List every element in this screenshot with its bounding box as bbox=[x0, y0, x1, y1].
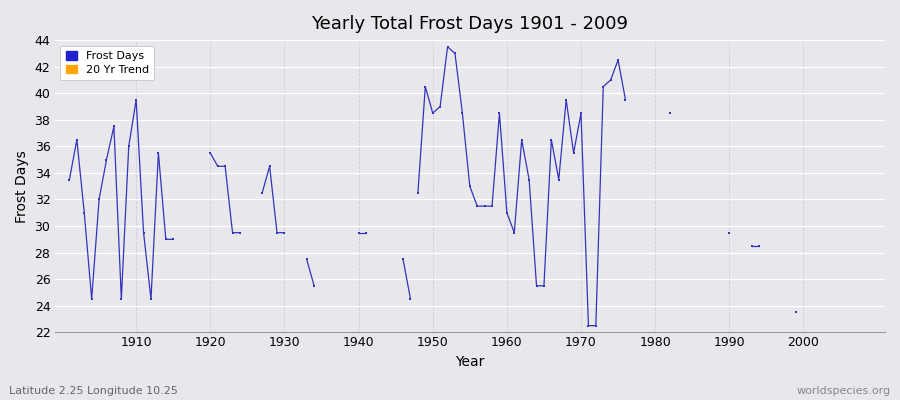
X-axis label: Year: Year bbox=[455, 355, 484, 369]
Legend: Frost Days, 20 Yr Trend: Frost Days, 20 Yr Trend bbox=[60, 46, 155, 80]
Text: worldspecies.org: worldspecies.org bbox=[796, 386, 891, 396]
Title: Yearly Total Frost Days 1901 - 2009: Yearly Total Frost Days 1901 - 2009 bbox=[311, 15, 628, 33]
Y-axis label: Frost Days: Frost Days bbox=[15, 150, 29, 222]
Text: Latitude 2.25 Longitude 10.25: Latitude 2.25 Longitude 10.25 bbox=[9, 386, 178, 396]
